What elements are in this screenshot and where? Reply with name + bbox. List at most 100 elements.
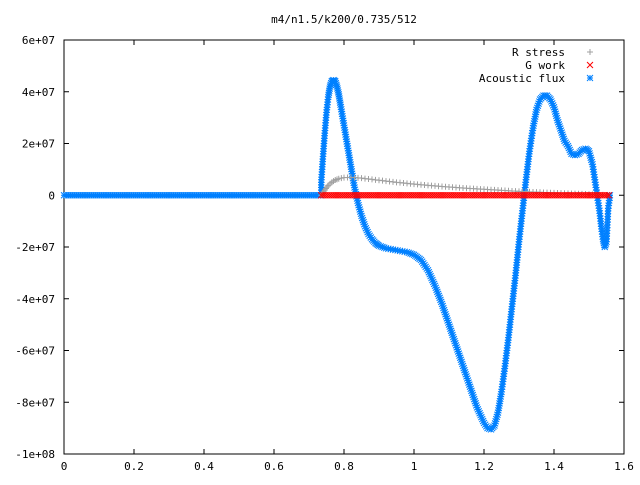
data-point [433,286,440,294]
data-point [553,114,561,122]
data-point [573,151,581,158]
data-point [438,300,446,308]
data-point [493,413,501,421]
data-point [426,270,434,278]
data-point [478,415,486,423]
data-point [377,242,385,250]
data-point [375,242,383,250]
data-point [535,100,542,108]
data-point [603,191,611,199]
data-point [425,268,433,276]
data-point [379,243,386,251]
data-point [464,377,472,384]
data-point [451,339,459,347]
data-point [556,125,564,132]
data-point [327,81,334,89]
data-point [364,228,371,236]
data-point [444,319,452,326]
y-tick-label: -1e+08 [15,448,55,461]
data-point [440,304,447,312]
data-point [602,240,610,247]
data-point [357,210,365,218]
data-point [408,250,416,258]
data-point [433,288,441,296]
data-point [533,104,541,112]
data-point [335,175,342,182]
data-point [468,387,475,395]
data-point [403,248,411,256]
legend-marker-0 [587,49,593,55]
data-point [445,321,453,328]
data-point [424,266,432,274]
data-point [461,368,469,376]
data-point [564,142,572,150]
y-tick-label: 4e+07 [22,86,55,99]
legend-marker-2 [586,74,594,82]
data-point [548,98,555,105]
data-point [601,241,609,249]
x-tick-label: 0.6 [264,460,284,473]
data-point [585,147,593,155]
data-point [434,290,442,298]
data-point [586,150,593,157]
data-point [355,201,362,209]
data-point [358,214,366,222]
data-point [485,425,493,433]
data-point [456,354,464,362]
series-layer [60,76,614,433]
data-point [465,381,473,389]
data-point [358,212,365,220]
data-point [333,81,340,89]
data-point [477,411,484,419]
data-point [463,375,471,382]
data-point [429,278,437,286]
data-point [466,383,474,391]
data-point [441,308,449,316]
y-tick-label: -8e+07 [15,396,55,409]
y-tick-label: -2e+07 [15,241,55,254]
x-tick-label: 0.2 [124,460,144,473]
data-point [587,154,595,162]
data-point [338,175,345,182]
data-point [469,391,477,399]
data-point [436,294,444,302]
legend-marker-1 [586,61,594,69]
data-point [361,222,369,230]
data-point [588,158,596,166]
data-point [586,152,594,159]
data-point [355,203,363,211]
y-tick-label: 2e+07 [22,138,55,151]
data-point [454,348,462,355]
data-point [428,274,435,282]
data-point [359,216,367,224]
x-tick-label: 1 [411,460,418,473]
data-point [478,413,485,421]
data-point [552,110,560,118]
data-point [439,302,447,310]
data-point [356,206,364,213]
legend-label-2: Acoustic flux [479,72,565,85]
data-point [463,373,470,380]
data-point [473,404,481,411]
data-point [362,224,370,232]
data-point [479,417,487,425]
data-point [458,358,465,366]
data-point [450,335,458,343]
data-point [332,79,340,87]
data-point [430,280,438,288]
data-point [456,352,463,360]
series-acoustic-flux [60,76,614,433]
data-point [442,312,450,320]
data-point [405,249,413,257]
data-point [437,298,445,306]
data-point [559,133,567,141]
data-point [569,151,577,158]
x-tick-label: 0 [61,460,68,473]
data-point [449,331,456,339]
data-point [331,78,339,85]
data-point [475,407,483,415]
data-point [437,296,444,304]
data-point [565,144,573,152]
data-point [492,417,500,425]
